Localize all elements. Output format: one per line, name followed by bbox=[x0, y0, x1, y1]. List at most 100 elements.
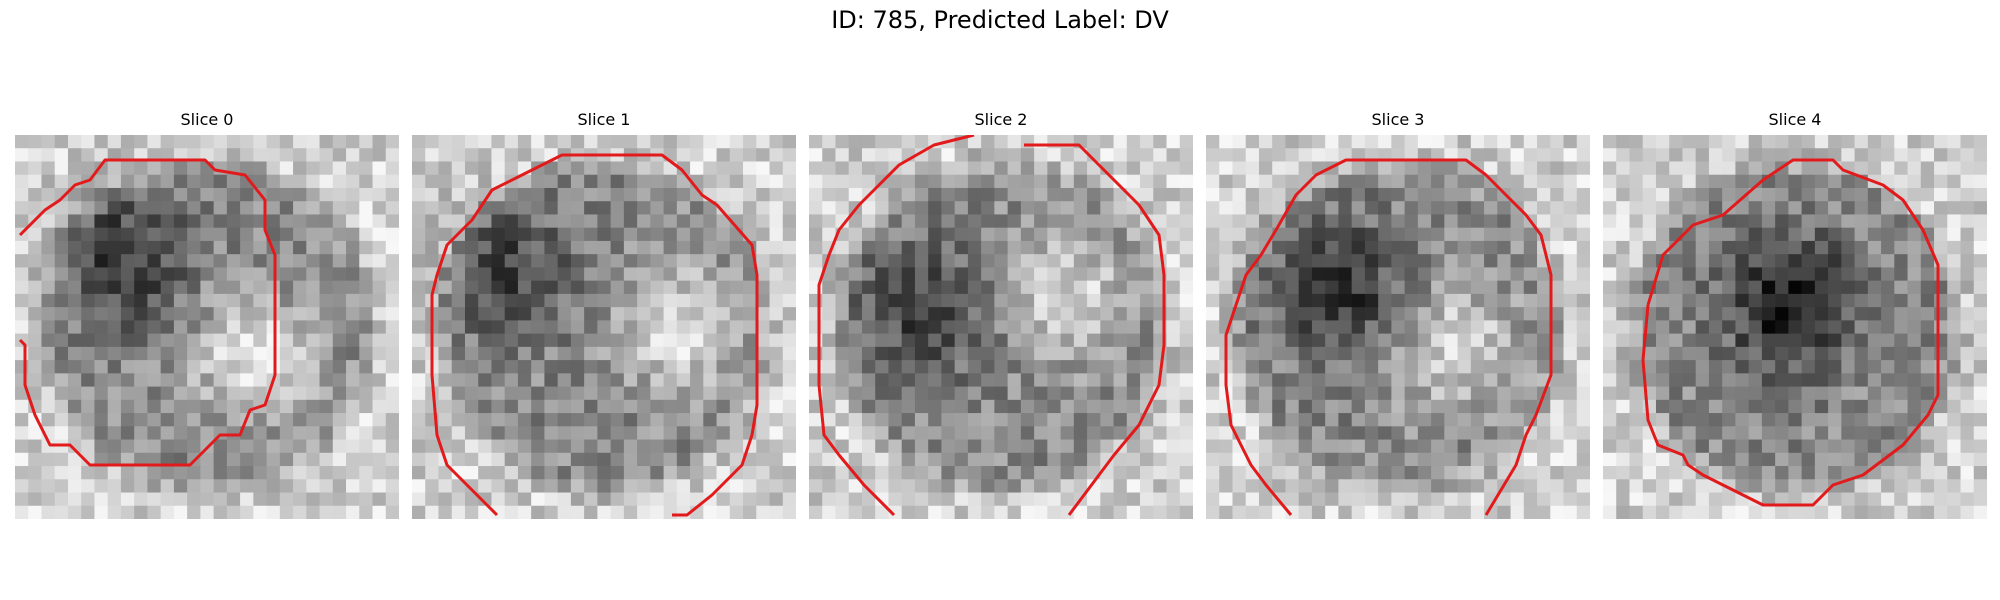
pixel bbox=[120, 161, 135, 176]
pixel bbox=[1126, 386, 1141, 401]
pixel bbox=[1087, 333, 1101, 348]
pixel bbox=[1801, 413, 1816, 427]
pixel bbox=[253, 426, 268, 441]
pixel bbox=[293, 148, 307, 163]
pixel bbox=[1655, 505, 1670, 519]
pixel bbox=[1219, 214, 1234, 229]
pixel bbox=[1947, 267, 1962, 282]
pixel bbox=[570, 280, 585, 295]
pixel bbox=[1219, 466, 1234, 480]
pixel bbox=[1364, 320, 1379, 335]
pixel bbox=[835, 161, 850, 176]
pixel bbox=[1087, 227, 1101, 242]
pixel bbox=[1563, 373, 1578, 388]
pixel bbox=[1603, 360, 1617, 374]
pixel bbox=[1695, 373, 1710, 388]
pixel bbox=[412, 293, 426, 308]
pixel bbox=[1444, 386, 1459, 401]
pixel bbox=[1867, 201, 1882, 216]
pixel bbox=[1907, 373, 1922, 388]
pixel bbox=[610, 413, 625, 427]
pixel bbox=[1814, 346, 1829, 361]
pixel bbox=[1960, 373, 1975, 388]
pixel bbox=[1298, 426, 1313, 441]
pixel bbox=[1020, 386, 1035, 401]
pixel bbox=[15, 452, 29, 467]
pixel bbox=[1007, 373, 1022, 388]
pixel bbox=[848, 227, 863, 242]
pixel bbox=[359, 466, 374, 480]
pixel bbox=[861, 135, 876, 149]
pixel bbox=[478, 386, 493, 401]
pixel bbox=[332, 161, 347, 176]
pixel bbox=[517, 227, 532, 242]
pixel bbox=[1179, 293, 1193, 308]
pixel bbox=[491, 346, 506, 361]
pixel bbox=[517, 267, 532, 282]
pixel bbox=[1073, 187, 1088, 202]
pixel bbox=[1100, 492, 1115, 507]
pixel bbox=[160, 293, 175, 308]
pixel bbox=[557, 466, 572, 480]
pixel bbox=[1841, 360, 1856, 374]
pixel bbox=[1232, 373, 1247, 388]
pixel bbox=[1947, 174, 1962, 189]
pixel bbox=[1814, 280, 1829, 295]
pixel bbox=[1484, 307, 1498, 321]
pixel bbox=[1404, 466, 1419, 480]
pixel bbox=[650, 187, 665, 202]
pixel bbox=[557, 267, 572, 282]
pixel bbox=[941, 240, 956, 255]
pixel bbox=[1801, 135, 1816, 149]
pixel bbox=[491, 360, 506, 374]
pixel bbox=[888, 293, 903, 308]
pixel bbox=[1510, 227, 1525, 242]
pixel bbox=[914, 360, 929, 374]
pixel bbox=[226, 267, 241, 282]
pixel bbox=[1166, 161, 1181, 176]
pixel bbox=[1722, 466, 1737, 480]
pixel bbox=[1973, 201, 1987, 216]
pixel bbox=[637, 201, 651, 216]
pixel bbox=[1576, 320, 1590, 335]
pixel bbox=[306, 320, 321, 335]
pixel bbox=[981, 492, 995, 507]
pixel bbox=[1801, 479, 1816, 494]
pixel bbox=[1960, 254, 1975, 269]
pixel bbox=[1272, 201, 1287, 216]
pixel bbox=[1113, 293, 1128, 308]
pixel bbox=[848, 346, 863, 361]
pixel bbox=[1642, 227, 1657, 242]
pixel bbox=[769, 373, 784, 388]
pixel bbox=[1020, 373, 1035, 388]
pixel bbox=[716, 174, 731, 189]
pixel bbox=[385, 439, 399, 454]
pixel bbox=[597, 492, 612, 507]
pixel bbox=[187, 280, 201, 295]
pixel bbox=[743, 346, 757, 361]
pixel bbox=[756, 346, 771, 361]
pixel bbox=[451, 360, 466, 374]
pixel bbox=[637, 373, 651, 388]
pixel bbox=[1219, 187, 1234, 202]
pixel bbox=[1603, 187, 1617, 202]
pixel bbox=[332, 439, 347, 454]
pixel bbox=[1603, 161, 1617, 176]
pixel bbox=[1854, 413, 1869, 427]
pixel bbox=[1378, 492, 1392, 507]
pixel bbox=[147, 466, 162, 480]
pixel bbox=[359, 479, 374, 494]
pixel bbox=[1735, 505, 1750, 519]
pixel bbox=[173, 426, 188, 441]
pixel bbox=[676, 373, 691, 388]
pixel bbox=[1258, 399, 1273, 414]
pixel bbox=[1311, 346, 1326, 361]
pixel bbox=[1722, 386, 1737, 401]
pixel bbox=[15, 413, 29, 427]
pixel bbox=[1338, 426, 1353, 441]
pixel bbox=[597, 135, 612, 149]
pixel bbox=[954, 426, 969, 441]
pixel bbox=[1828, 320, 1842, 335]
pixel bbox=[888, 413, 903, 427]
pixel bbox=[15, 148, 29, 163]
